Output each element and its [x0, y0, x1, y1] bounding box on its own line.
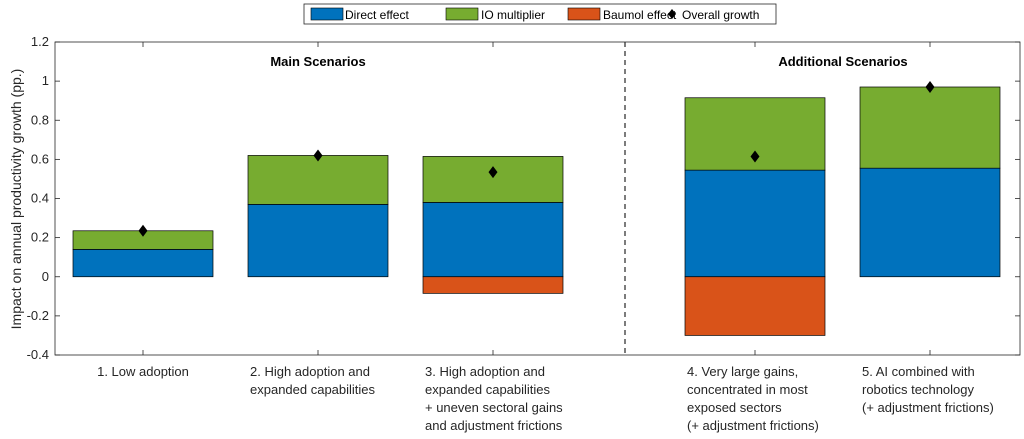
y-axis: -0.4 -0.2 0 0.2 0.4 0.6 0.8 1 1.2 — [27, 34, 1020, 362]
legend-label-baumol: Baumol effect — [603, 8, 677, 22]
bar-io-3 — [422, 156, 564, 203]
legend: Direct effect IO multiplier Baumol effec… — [303, 3, 777, 25]
category-label-line: and adjustment frictions — [425, 418, 563, 433]
category-label-line: 1. Low adoption — [97, 364, 189, 379]
category-label-line: (+ adjustment frictions) — [862, 400, 994, 415]
category-label-line: exposed sectors — [687, 400, 782, 415]
legend-swatch-direct — [310, 7, 344, 21]
y-tick-label: 0.2 — [31, 230, 49, 245]
bar-direct-5 — [859, 167, 1001, 278]
legend-swatch-baumol — [567, 7, 601, 21]
category-label-5: 5. AI combined with robotics technology (+… — [862, 364, 994, 415]
category-label-3: 3. High adoption and expanded capabilitie… — [425, 364, 563, 433]
category-label-line: 5. AI combined with — [862, 364, 975, 379]
legend-label-io: IO multiplier — [481, 8, 545, 22]
markers-layer — [138, 80, 935, 237]
marker-overall-3 — [488, 166, 498, 179]
category-label-line: + uneven sectoral gains — [425, 400, 563, 415]
category-label-4: 4. Very large gains, concentrated in most… — [687, 364, 819, 433]
category-label-2: 2. High adoption and expanded capabilitie… — [250, 364, 376, 397]
bar-io-5 — [859, 86, 1001, 169]
bar-baumol-4 — [684, 276, 826, 336]
bars-layer — [72, 86, 1001, 336]
bar-io-2 — [247, 155, 389, 205]
category-label-line: 2. High adoption and — [250, 364, 370, 379]
legend-marker-overall — [668, 9, 676, 19]
y-tick-label: 1.2 — [31, 34, 49, 49]
category-label-line: 3. High adoption and — [425, 364, 545, 379]
category-label-line: expanded capabilities — [250, 382, 376, 397]
x-axis: 1. Low adoption 2. High adoption and expan… — [97, 42, 994, 433]
bar-direct-3 — [422, 202, 564, 278]
marker-overall-1 — [138, 224, 148, 237]
marker-overall-4 — [750, 150, 760, 163]
bar-direct-4 — [684, 169, 826, 278]
legend-label-direct: Direct effect — [345, 8, 409, 22]
y-tick-label: -0.4 — [27, 347, 49, 362]
marker-overall-5 — [925, 80, 935, 93]
bar-direct-1 — [72, 249, 214, 278]
y-tick-label: -0.2 — [27, 308, 49, 323]
category-label-line: expanded capabilities — [425, 382, 551, 397]
group-title-main: Main Scenarios — [270, 54, 365, 69]
y-tick-label: 0.8 — [31, 112, 49, 127]
legend-swatch-io — [445, 7, 479, 21]
legend-box — [303, 3, 777, 25]
category-label-1: 1. Low adoption — [97, 364, 189, 379]
category-label-line: (+ adjustment frictions) — [687, 418, 819, 433]
category-label-line: concentrated in most — [687, 382, 808, 397]
bar-direct-2 — [247, 204, 389, 278]
category-label-line: 4. Very large gains, — [687, 364, 798, 379]
y-axis-label: Impact on annual productivity growth (pp… — [8, 69, 24, 330]
y-tick-label: 0.6 — [31, 151, 49, 166]
group-title-additional: Additional Scenarios — [778, 54, 907, 69]
marker-overall-2 — [313, 149, 323, 162]
y-tick-label: 0.4 — [31, 191, 49, 206]
y-tick-label: 0 — [42, 269, 49, 284]
legend-label-overall: Overall growth — [682, 8, 759, 22]
bar-baumol-3 — [422, 276, 564, 294]
category-label-line: robotics technology — [862, 382, 975, 397]
y-tick-label: 1 — [42, 73, 49, 88]
